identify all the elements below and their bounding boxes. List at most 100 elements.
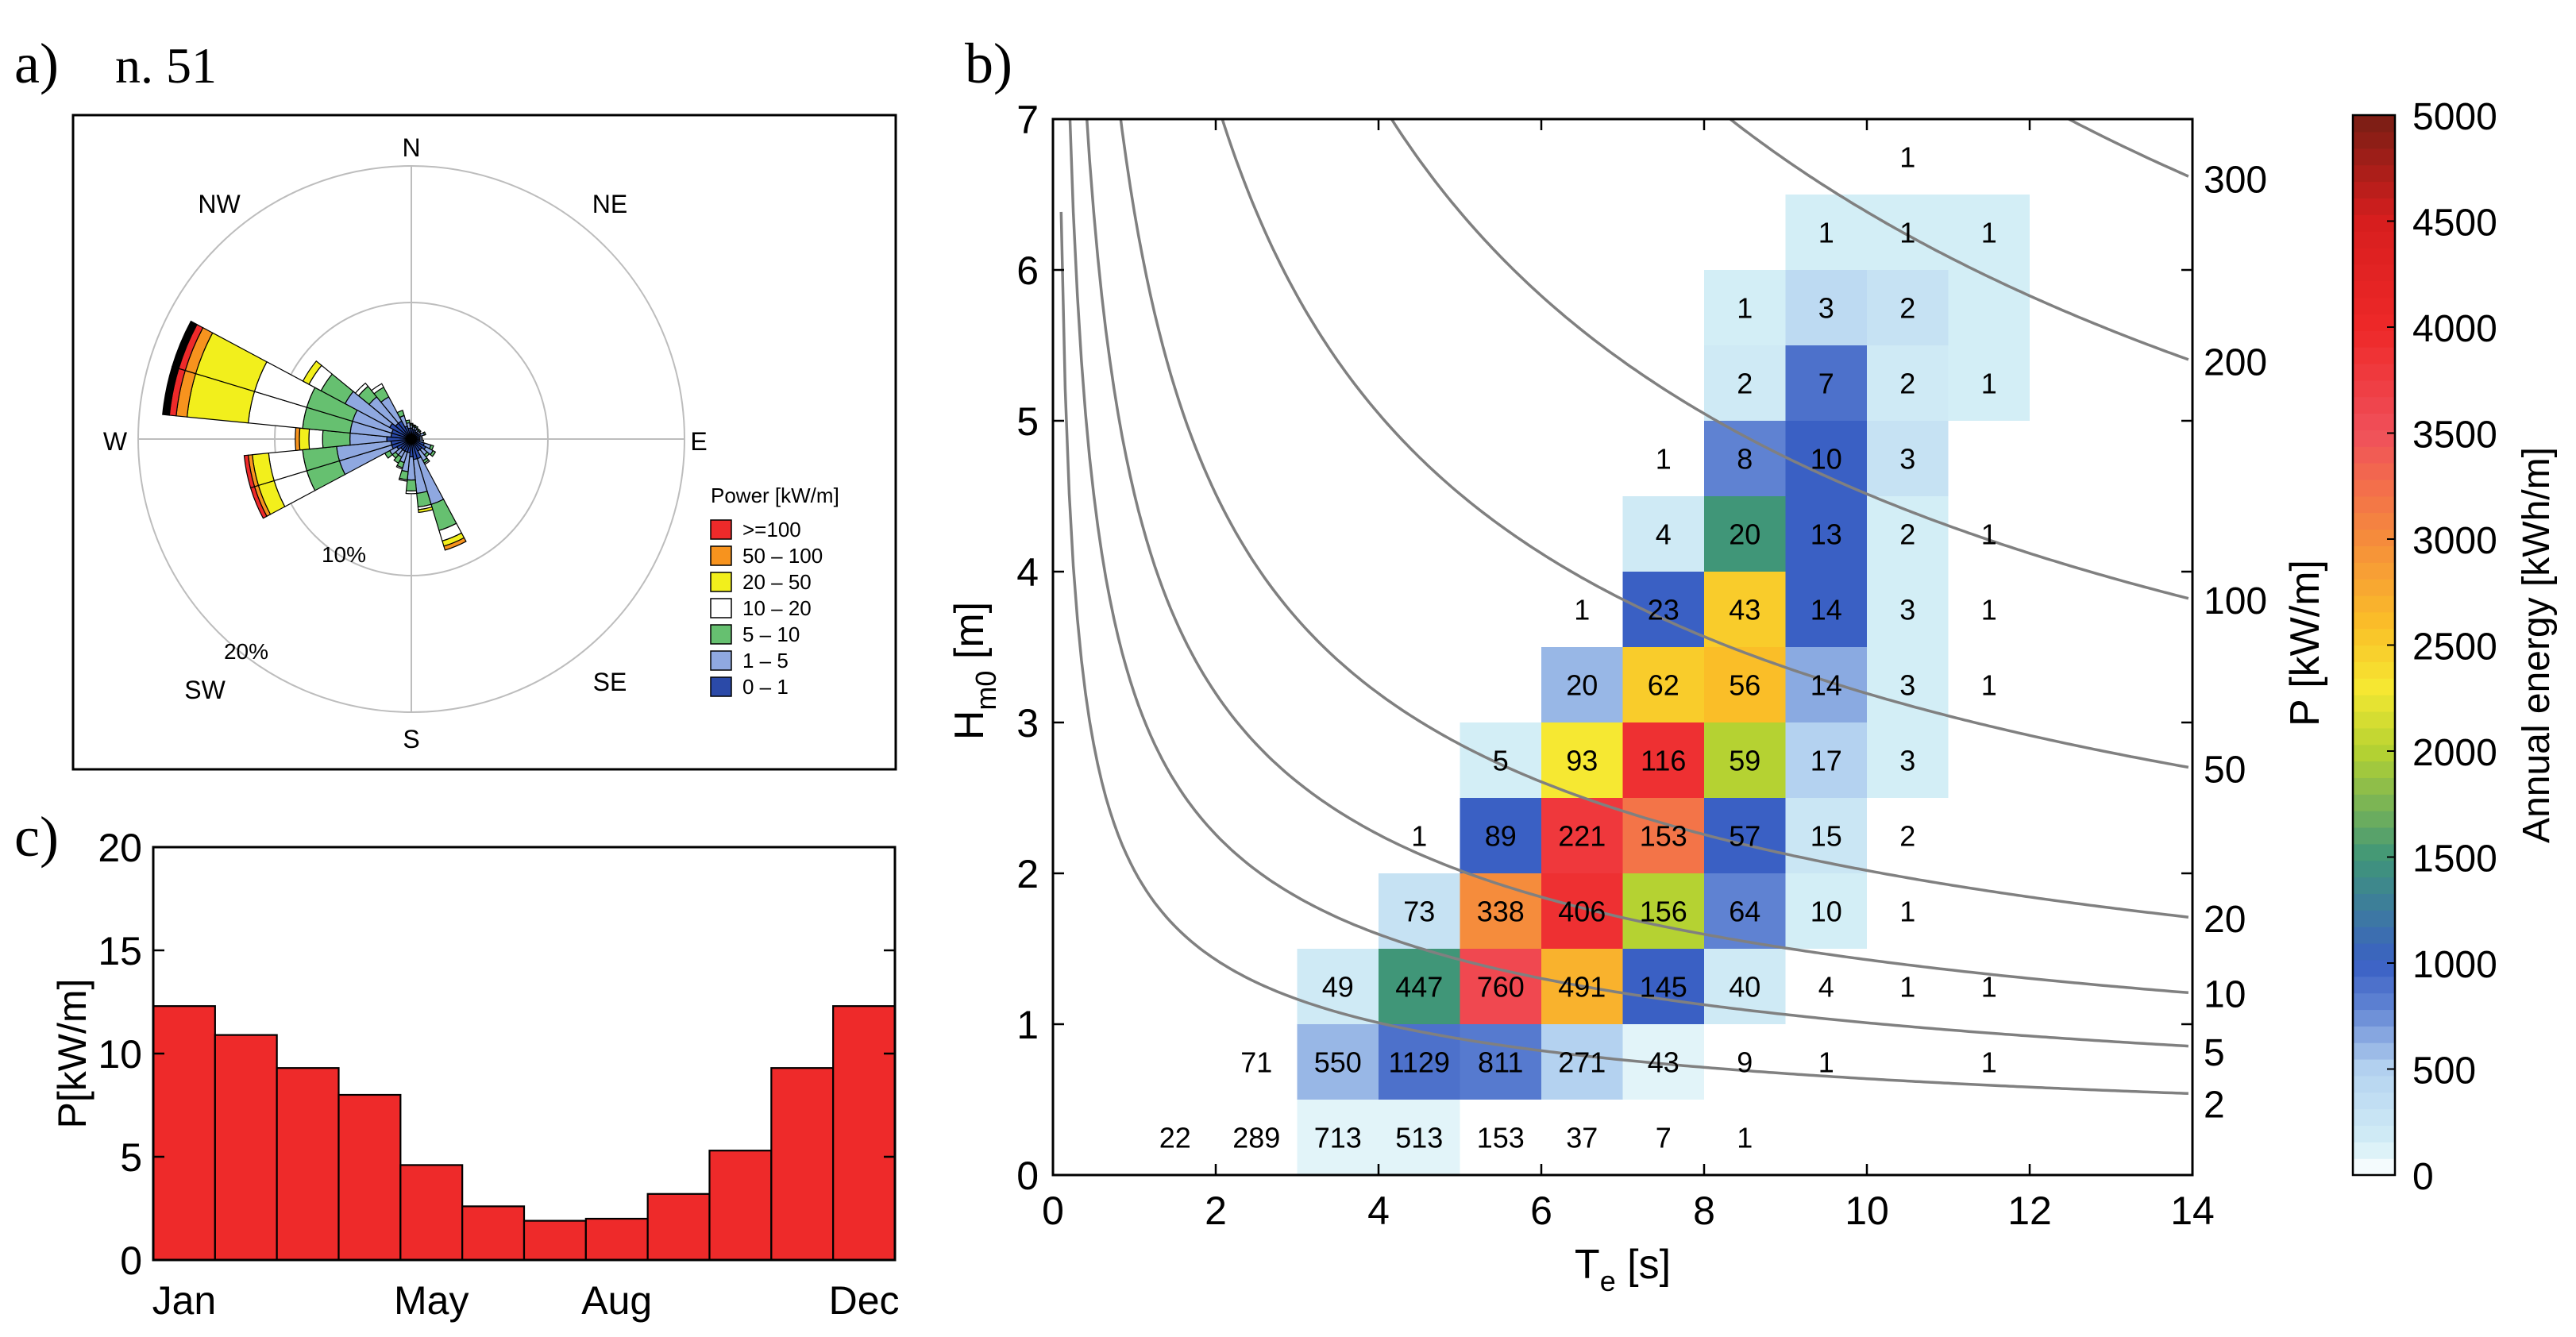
heat-xtick-label-5: 10 (1845, 1189, 1889, 1233)
heat-right-label: P [kW/m] (2282, 560, 2328, 726)
iso-power-curve-50 (1221, 119, 2189, 769)
heat-count-47: 62 (1648, 669, 1679, 702)
colorbar-segment-48 (2353, 363, 2395, 381)
iso-power-curve-20 (1119, 119, 2189, 919)
panel-label-a: a) (14, 32, 59, 95)
rose-legend-swatch-4 (710, 624, 732, 645)
heat-cell-12 (1541, 1024, 1623, 1100)
heat-count-51: 1 (1981, 669, 1997, 702)
heat-xlabel-main: T (1575, 1242, 1600, 1288)
iso-power-label-300: 300 (2204, 159, 2267, 201)
heat-count-56: 3 (1899, 594, 1915, 626)
rose-petal-17-bin-3 (398, 477, 408, 482)
colorbar-segment-44 (2353, 430, 2395, 447)
heat-cell-76 (1867, 195, 1949, 270)
colorbar-segment-51 (2353, 314, 2395, 331)
rose-petal-27-bin-4 (302, 360, 322, 385)
heat-count-23: 4 (1818, 971, 1834, 1004)
colorbar-tick-label-9: 4500 (2412, 202, 2497, 245)
heat-count-12: 271 (1558, 1046, 1606, 1079)
heat-count-65: 10 (1811, 443, 1842, 476)
rose-petal-4-bin-2 (417, 429, 422, 433)
heat-count-77: 1 (1981, 217, 1997, 249)
heat-cell-60 (1785, 496, 1867, 572)
rose-petal-24-bin-5 (295, 427, 301, 451)
panel-label-c: c) (14, 805, 59, 869)
heat-cell-66 (1867, 421, 1949, 496)
heat-count-9: 550 (1314, 1046, 1362, 1079)
heat-cell-29 (1622, 873, 1704, 949)
colorbar-segment-28 (2353, 695, 2395, 712)
heat-count-34: 89 (1485, 820, 1517, 853)
heat-cell-68 (1785, 345, 1867, 421)
heat-ytick-label-5: 5 (1016, 399, 1039, 444)
heat-cell-65 (1785, 421, 1867, 496)
heat-count-3: 513 (1395, 1122, 1443, 1154)
colorbar-segment-21 (2353, 811, 2395, 828)
bar-feb (214, 1034, 278, 1262)
heat-cell-70 (1948, 345, 2030, 421)
colorbar-segment-49 (2353, 347, 2395, 364)
rose-petal-16-bin-2 (405, 479, 418, 491)
heat-cell-77 (1948, 195, 2030, 270)
heat-ytick-label-3: 3 (1016, 701, 1039, 746)
heat-cell-3 (1379, 1100, 1460, 1175)
colorbar-segment-59 (2353, 181, 2395, 198)
colorbar-segment-15 (2353, 910, 2395, 927)
bar-may (399, 1164, 464, 1262)
colorbar-segment-43 (2353, 446, 2395, 464)
colorbar-segment-60 (2353, 164, 2395, 183)
heat-cell-43 (1704, 722, 1786, 798)
bar-jul (523, 1219, 587, 1262)
heat-count-58: 4 (1656, 518, 1672, 551)
heat-cell-50 (1867, 647, 1949, 722)
colorbar: 0 500 1000 1500 2000 2500 3000 3500 4000 4500 5000… (2351, 96, 2558, 1198)
bar-xtick-label-aug: Aug (581, 1278, 652, 1323)
colorbar-segment-58 (2353, 198, 2395, 215)
colorbar-segment-3 (2353, 1108, 2395, 1127)
wave-rose: N NE E SE S SW W NW 10% 20% (103, 133, 708, 753)
heat-count-25: 1 (1981, 971, 1997, 1004)
heat-cell-69 (1867, 345, 1949, 421)
colorbar-segment-27 (2353, 711, 2395, 729)
rose-legend-label-1: 50 – 100 (742, 544, 823, 568)
colorbar-segment-14 (2353, 927, 2395, 944)
heat-count-10: 1129 (1389, 1046, 1450, 1079)
heat-count-70: 1 (1981, 368, 1997, 400)
rose-dir-ne: NE (592, 190, 627, 218)
monthly-power-chart: 0 5 10 15 20 Jan May Aug Dec P[kW/m] (50, 826, 900, 1323)
iso-power-curve-100 (1390, 119, 2189, 600)
colorbar-segment-55 (2353, 247, 2395, 265)
heat-count-14: 9 (1737, 1046, 1753, 1079)
bar-mar (276, 1067, 340, 1262)
heat-count-15: 1 (1818, 1046, 1834, 1079)
heat-count-20: 491 (1558, 971, 1606, 1004)
colorbar-tick-label-3: 1500 (2412, 838, 2497, 880)
heat-ylabel-main: H (947, 711, 993, 741)
rose-dir-s: S (403, 725, 419, 753)
heat-count-13: 43 (1648, 1046, 1679, 1079)
heat-count-6: 7 (1656, 1122, 1672, 1154)
heat-count-8: 71 (1240, 1046, 1272, 1079)
bar-sep (646, 1193, 711, 1262)
heat-cell-72 (1785, 270, 1867, 345)
rose-dir-e: E (690, 427, 707, 456)
rose-legend-label-3: 10 – 20 (742, 596, 812, 620)
scatter-diagram: 22 289 713 513 153 37 7 171 550 1129 811 271 43 9 1 149… (947, 98, 2328, 1297)
colorbar-segment-20 (2353, 826, 2395, 845)
heat-count-44: 17 (1811, 745, 1842, 777)
colorbar-segment-53 (2353, 280, 2395, 299)
colorbar-segment-23 (2353, 777, 2395, 795)
rose-petal-28-bin-3 (354, 382, 369, 397)
rose-petal-26-bin-7 (172, 320, 198, 369)
colorbar-segment-18 (2353, 860, 2395, 878)
heat-count-49: 14 (1811, 669, 1842, 702)
rose-petal-1-bin-3 (412, 424, 416, 427)
heat-count-19: 760 (1477, 971, 1525, 1004)
colorbar-segment-31 (2353, 645, 2395, 662)
bar-jun (461, 1205, 526, 1262)
heat-count-40: 5 (1493, 745, 1509, 777)
colorbar-segment-35 (2353, 579, 2395, 596)
heat-cell-44 (1785, 722, 1867, 798)
